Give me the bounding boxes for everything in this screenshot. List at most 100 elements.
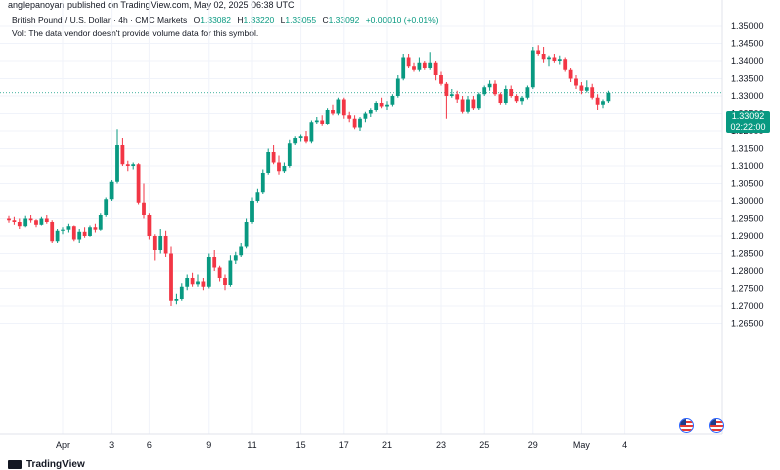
- price-axis-label: 1.26500: [731, 319, 764, 329]
- candle-body: [568, 69, 573, 79]
- candle-body: [104, 199, 109, 215]
- candle-body: [347, 115, 352, 119]
- candle-body: [174, 299, 179, 301]
- candle-body: [498, 94, 503, 103]
- candle-body: [217, 267, 222, 278]
- candle-body: [503, 89, 508, 103]
- candle-body: [17, 222, 22, 227]
- candle-body: [606, 92, 611, 102]
- candle-body: [487, 83, 492, 88]
- candle-body: [233, 255, 238, 261]
- ohlc-open: O1.33082: [193, 15, 231, 25]
- price-axis-label: 1.30000: [731, 196, 764, 206]
- candle-body: [228, 260, 233, 285]
- candle-body: [336, 99, 341, 114]
- brand-name: TradingView: [26, 458, 85, 470]
- candle-body: [282, 166, 287, 172]
- publish-line: anglepanoyan published on TradingView.co…: [8, 0, 295, 10]
- candle-body: [314, 120, 319, 123]
- candle-body: [509, 89, 514, 96]
- candle-body: [152, 236, 157, 250]
- candle-body: [309, 122, 314, 142]
- tradingview-branding[interactable]: TradingView: [8, 458, 85, 470]
- price-axis-label: 1.28000: [731, 266, 764, 276]
- price-axis-label: 1.27000: [731, 301, 764, 311]
- price-axis-label: 1.27500: [731, 284, 764, 294]
- candle-body: [82, 231, 87, 236]
- candle-body: [93, 227, 98, 230]
- candle-body: [142, 202, 146, 215]
- time-axis-label: 4: [622, 440, 627, 450]
- candle-body: [433, 62, 438, 75]
- candle-body: [7, 218, 11, 221]
- candle-body: [574, 78, 578, 86]
- candle-body: [115, 145, 119, 182]
- candle-body: [374, 103, 379, 110]
- candle-body: [223, 278, 227, 285]
- candle-body: [563, 59, 568, 70]
- time-axis-label: 15: [296, 440, 306, 450]
- candle-body: [341, 99, 346, 116]
- candle-body: [77, 231, 82, 240]
- candle-body: [28, 218, 33, 221]
- current-price-value: 1.33092: [731, 111, 765, 121]
- candle-body: [304, 136, 308, 142]
- candle-body: [12, 220, 17, 222]
- candle-body: [482, 87, 487, 95]
- candle-body: [536, 50, 541, 54]
- candle-body: [395, 78, 400, 96]
- candle-body: [50, 222, 55, 242]
- candle-body: [552, 57, 557, 61]
- us-flag-icon[interactable]: [709, 418, 724, 433]
- price-axis-label: 1.33500: [731, 74, 764, 84]
- price-axis-label: 1.31500: [731, 144, 764, 154]
- candle-body: [136, 164, 141, 203]
- candle-body: [287, 143, 292, 166]
- price-axis-label: 1.33000: [731, 91, 764, 101]
- candle-body: [390, 96, 395, 105]
- candle-body: [449, 94, 454, 96]
- candle-body: [255, 192, 260, 201]
- time-axis-label: 9: [206, 440, 211, 450]
- candle-body: [520, 97, 524, 102]
- candle-body: [601, 101, 605, 105]
- candle-body: [23, 218, 28, 227]
- candle-body: [379, 103, 384, 107]
- candle-body: [530, 50, 535, 88]
- candle-body: [368, 110, 373, 114]
- price-axis-label: 1.31000: [731, 161, 764, 171]
- candle-body: [331, 110, 335, 114]
- time-axis-label: 25: [479, 440, 489, 450]
- candle-body: [412, 66, 416, 70]
- ohlc-high: H1.33220: [237, 15, 275, 25]
- candle-body: [190, 278, 195, 285]
- candle-body: [325, 110, 330, 124]
- candle-body: [557, 59, 562, 61]
- candle-body: [244, 222, 249, 247]
- price-axis-label: 1.34500: [731, 39, 764, 49]
- candle-body: [595, 97, 600, 105]
- candle-body: [239, 246, 244, 256]
- candle-body: [250, 201, 254, 222]
- candle-body: [401, 57, 406, 79]
- candle-body: [201, 281, 206, 287]
- us-flag-icon[interactable]: [679, 418, 694, 433]
- candle-body: [298, 136, 303, 138]
- candle-body: [271, 152, 276, 163]
- candle-body: [406, 57, 411, 67]
- candle-body: [44, 218, 49, 222]
- tradingview-logo-icon: [8, 459, 22, 469]
- time-axis-label: Apr: [56, 440, 70, 450]
- volume-note: Vol: The data vendor doesn't provide vol…: [12, 28, 259, 38]
- time-axis-label: 17: [339, 440, 349, 450]
- time-axis-label: May: [573, 440, 591, 450]
- candle-body: [493, 83, 497, 95]
- candle-body: [163, 236, 168, 254]
- candle-body: [363, 113, 368, 119]
- price-axis-label: 1.30500: [731, 179, 764, 189]
- candle-body: [179, 286, 184, 299]
- candle-body: [109, 181, 114, 200]
- candle-body: [131, 164, 136, 166]
- candle-body: [66, 226, 71, 230]
